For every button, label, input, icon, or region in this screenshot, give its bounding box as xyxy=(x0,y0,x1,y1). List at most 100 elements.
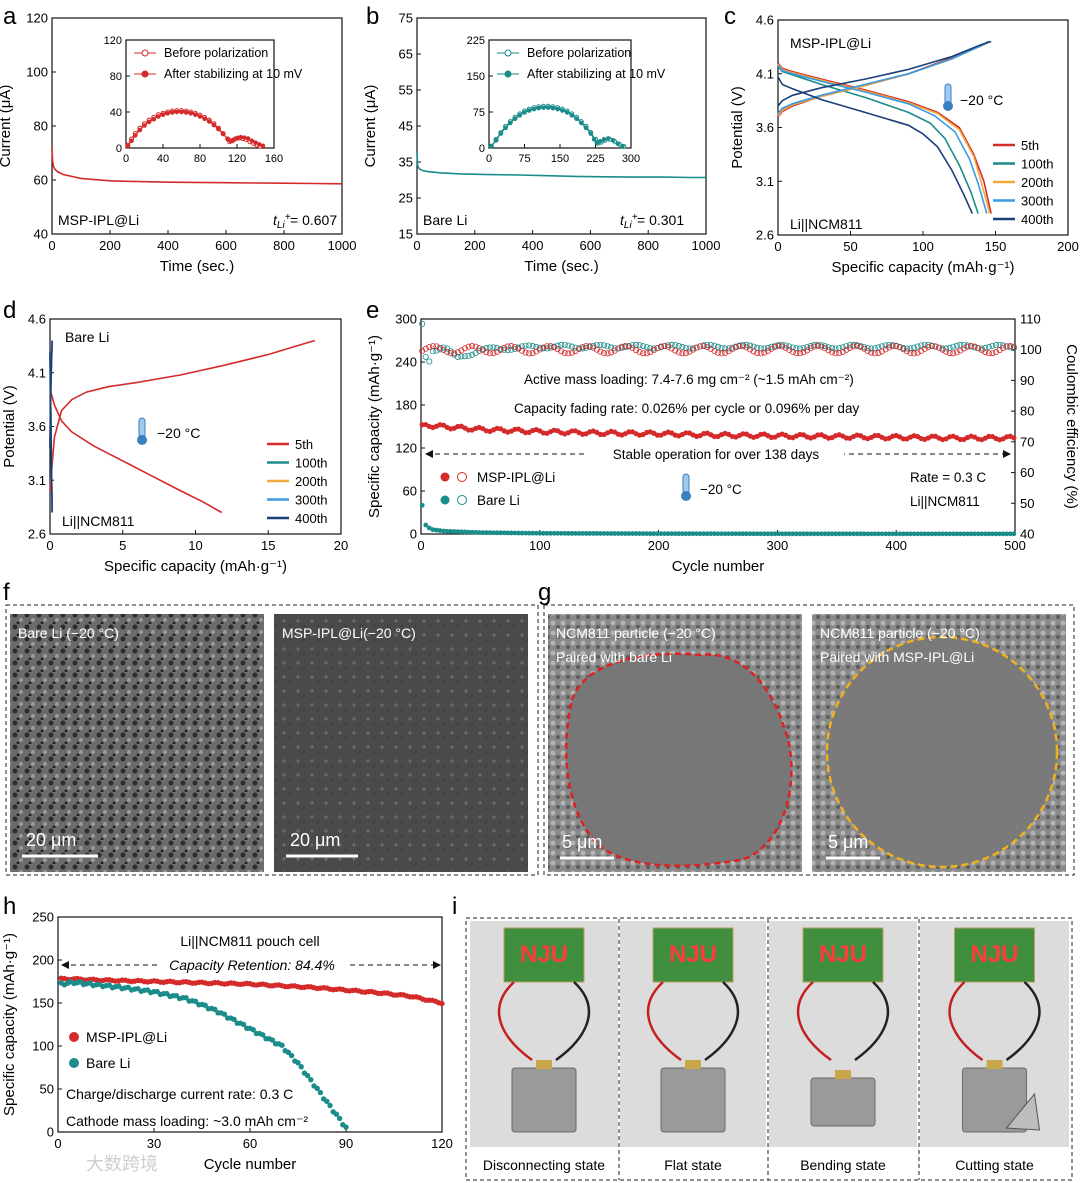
msp-ce-point xyxy=(551,344,558,351)
discharge-curve xyxy=(49,351,53,513)
eis-point-after xyxy=(545,105,551,110)
panel-h-x-tick-label: 60 xyxy=(243,1136,257,1151)
legend-label: 300th xyxy=(1021,194,1054,209)
bare-li-capacity-point xyxy=(655,531,660,537)
bare-li-ce-point xyxy=(764,344,771,351)
bare-li-capacity-point xyxy=(908,531,913,537)
msp-ce-point xyxy=(896,344,903,351)
panel-label-b: b xyxy=(366,3,379,30)
panel-c-cell-label: Li||NCM811 xyxy=(790,216,863,232)
panel-e-y2-tick-label: 90 xyxy=(1020,373,1034,388)
bare-li-ce-point xyxy=(804,344,811,351)
bare-li-capacity-point xyxy=(444,528,450,534)
bare-li-ce-point xyxy=(679,344,686,351)
msp-ce-point xyxy=(540,344,547,351)
bare-li-ce-point xyxy=(779,341,786,348)
legend-label: MSP-IPL@Li xyxy=(477,470,555,485)
msp-ce-point xyxy=(622,343,629,350)
bare-li-ce-point xyxy=(568,343,575,350)
inset-a-x-tick-label: 0 xyxy=(123,153,129,165)
msp-ce-point xyxy=(433,343,440,350)
msp-ce-point xyxy=(793,350,800,357)
bare-li-capacity-point xyxy=(662,531,667,537)
msp-ce-point xyxy=(907,349,914,356)
bare-li-capacity-point xyxy=(555,530,561,536)
bare-li-ce-point xyxy=(643,344,650,351)
msp-ce-point xyxy=(768,345,775,352)
msp-ce-point xyxy=(750,348,757,355)
inset-b-x-tick-label: 150 xyxy=(551,153,569,165)
bare-li-ce-point xyxy=(675,342,682,349)
msp-ce-point xyxy=(679,350,686,357)
msp-ce-point xyxy=(964,343,971,350)
panel-b-y-tick-label: 65 xyxy=(399,47,413,62)
panel-a-y-tick-label: 40 xyxy=(34,227,48,242)
bare-li-capacity-point xyxy=(669,531,675,537)
panel-a-x-tick-label: 1000 xyxy=(328,238,357,253)
bare-li-ce-point xyxy=(946,344,953,351)
bare-li-ce-point xyxy=(825,344,832,351)
msp-ce-point xyxy=(643,350,650,357)
bare-li-capacity-point xyxy=(295,1059,301,1066)
bare-li-capacity-point xyxy=(957,531,963,537)
legend-label-after: After stabilizing at 10 mV xyxy=(527,67,666,81)
bare-li-capacity-point xyxy=(288,1052,295,1059)
msp-ce-point xyxy=(853,343,860,350)
msp-ce-point xyxy=(682,350,689,357)
panel-e-y2-tick-label: 60 xyxy=(1020,465,1034,480)
msp-ce-point xyxy=(579,344,586,351)
bare-li-capacity-point xyxy=(183,995,189,1001)
bare-li-capacity-point xyxy=(886,531,892,537)
bare-li-ce-point xyxy=(861,344,868,351)
inset-a-y-tick-label: 80 xyxy=(110,71,122,83)
msp-ce-point xyxy=(494,348,501,355)
bare-li-capacity-point xyxy=(904,531,910,537)
bare-li-ce-point xyxy=(483,345,490,352)
msp-ce-point xyxy=(868,349,875,356)
bare-li-capacity-point xyxy=(640,531,646,536)
bare-li-capacity-point xyxy=(997,531,1002,537)
msp-ce-point xyxy=(657,343,664,350)
bare-li-ce-point xyxy=(943,345,950,352)
bare-li-capacity-point xyxy=(929,531,935,537)
bare-li-capacity-point xyxy=(601,531,607,536)
panel-h-x-tick-label: 120 xyxy=(431,1136,453,1151)
bare-li-capacity-point xyxy=(865,531,871,537)
panel-g-right-label-2: Paired with MSP-IPL@Li xyxy=(820,649,974,665)
bare-li-capacity-point xyxy=(324,1098,330,1105)
bare-li-ce-point xyxy=(978,345,985,352)
bare-li-capacity-point xyxy=(794,531,799,537)
panel-a-x-tick-label: 200 xyxy=(99,238,121,253)
bare-li-capacity-point xyxy=(868,531,874,537)
msp-ce-point xyxy=(950,350,957,357)
panel-f-frame xyxy=(5,604,539,876)
panel-c-x-tick-label: 50 xyxy=(843,239,857,254)
msp-ce-point xyxy=(422,345,429,352)
panel-f-left-scale: 20 μm xyxy=(26,830,76,850)
panel-b-tli-value: = 0.301 xyxy=(637,212,684,228)
msp-ce-point xyxy=(718,350,725,357)
eis-point-after xyxy=(142,123,147,128)
bare-li-capacity-point xyxy=(333,1111,340,1117)
panel-g-frame xyxy=(543,604,1075,876)
eis-point-after xyxy=(583,125,589,131)
bare-li-ce-point xyxy=(871,345,878,352)
bare-li-ce-point xyxy=(572,344,579,351)
msp-ce-point xyxy=(736,343,743,350)
bare-li-ce-point xyxy=(992,342,999,349)
bare-li-capacity-point xyxy=(637,531,642,536)
msp-ce-point xyxy=(469,343,476,350)
panel-f-right-label: MSP-IPL@Li(−20 °C) xyxy=(282,625,416,641)
eis-point-after xyxy=(174,109,180,115)
msp-ce-point xyxy=(711,348,718,355)
msp-ce-point xyxy=(932,343,939,350)
bare-li-capacity-point xyxy=(744,531,749,537)
bare-li-ce-point xyxy=(807,342,814,349)
bare-li-capacity-point xyxy=(961,531,967,537)
bare-li-capacity-point xyxy=(740,531,746,537)
bare-li-ce-point xyxy=(583,344,590,351)
panel-a-x-axis-label: Time (sec.) xyxy=(160,258,234,275)
panel-a-y-axis-label: Current (μA) xyxy=(0,85,14,168)
bare-li-ce-point xyxy=(518,343,525,350)
pouch-cell-tab xyxy=(685,1060,701,1069)
